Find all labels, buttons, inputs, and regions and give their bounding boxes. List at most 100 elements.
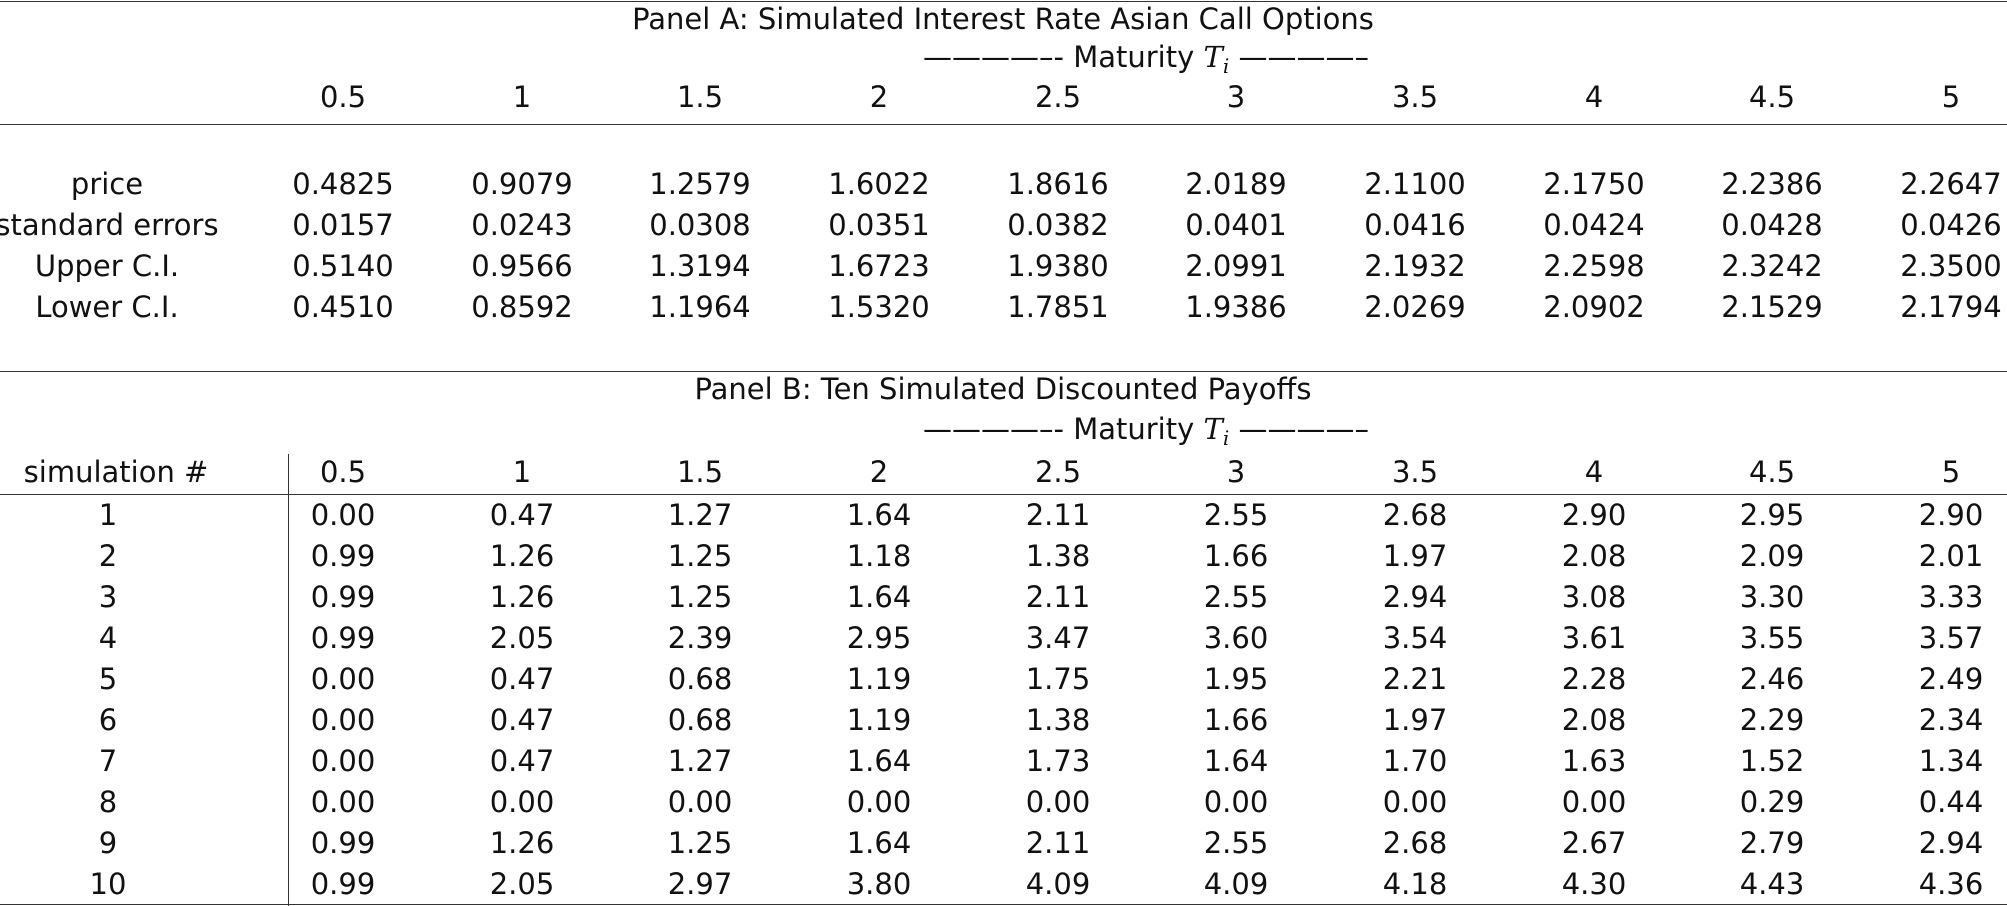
- table-cell: 2.97: [667, 867, 733, 901]
- column-header: 3: [1226, 455, 1246, 489]
- table-cell: 3.30: [1739, 580, 1805, 614]
- table-cell: 2.94: [1918, 826, 1984, 860]
- row-label: 6: [98, 703, 118, 737]
- table-cell: 2.29: [1739, 703, 1805, 737]
- table-cell: 0.68: [667, 703, 733, 737]
- table-cell: 0.47: [489, 498, 555, 532]
- table-cell: 2.68: [1382, 498, 1448, 532]
- table-cell: 2.55: [1203, 580, 1269, 614]
- table-cell: 4.09: [1203, 867, 1269, 901]
- panel-b-row-header: simulation #: [23, 455, 209, 489]
- table-cell: 2.90: [1561, 498, 1627, 532]
- table-cell: 2.34: [1918, 703, 1984, 737]
- table-cell: 1.19: [846, 703, 912, 737]
- panel-b-vertical-rule: [288, 454, 289, 906]
- table-cell: 2.55: [1203, 498, 1269, 532]
- table-cell: 3.54: [1382, 621, 1448, 655]
- maturity-symbol: T: [1203, 40, 1223, 74]
- table-cell: 4.36: [1918, 867, 1984, 901]
- column-header: 2.5: [1034, 455, 1082, 489]
- table-cell: 0.00: [846, 785, 912, 819]
- column-header: 4: [1584, 80, 1604, 114]
- table-cell: 1.6022: [828, 167, 930, 201]
- table-cell: 0.99: [310, 867, 376, 901]
- table-cell: 1.9386: [1185, 290, 1287, 324]
- table-cell: 1.2579: [649, 167, 751, 201]
- column-header: 4.5: [1748, 455, 1796, 489]
- table-cell: 2.95: [846, 621, 912, 655]
- table-cell: 1.19: [846, 662, 912, 696]
- table-cell: 0.0428: [1721, 208, 1823, 242]
- row-label: 5: [98, 662, 118, 696]
- row-label: 3: [98, 580, 118, 614]
- table-cell: 2.2647: [1900, 167, 2002, 201]
- table-cell: 2.90: [1918, 498, 1984, 532]
- maturity-label: ————–- Maturity: [923, 40, 1195, 74]
- panel-a-title: Panel A: Simulated Interest Rate Asian C…: [632, 2, 1374, 36]
- table-cell: 0.00: [667, 785, 733, 819]
- table-cell: 2.0902: [1543, 290, 1645, 324]
- panel-a-header-rule: [0, 124, 2007, 125]
- maturity-label: ————–- Maturity: [923, 412, 1195, 446]
- table-cell: 1.63: [1561, 744, 1627, 778]
- table-cell: 0.0157: [292, 208, 394, 242]
- table-cell: 1.66: [1203, 703, 1269, 737]
- column-header: 2: [869, 80, 889, 114]
- table-cell: 1.64: [846, 744, 912, 778]
- column-header: 3.5: [1391, 80, 1439, 114]
- panel-separator-rule: [0, 371, 2007, 372]
- column-header: 1: [512, 80, 532, 114]
- table-cell: 1.38: [1025, 539, 1091, 573]
- row-label: standard errors: [0, 208, 219, 242]
- table-cell: 2.3500: [1900, 249, 2002, 283]
- table-cell: 1.75: [1025, 662, 1091, 696]
- column-header: 2: [869, 455, 889, 489]
- table-cell: 0.99: [310, 580, 376, 614]
- table-cell: 0.68: [667, 662, 733, 696]
- table-cell: 2.1750: [1543, 167, 1645, 201]
- table-cell: 3.57: [1918, 621, 1984, 655]
- panel-a-maturity-header: ————–- Maturity Ti ————–: [923, 40, 1369, 77]
- table-cell: 0.00: [1561, 785, 1627, 819]
- table-cell: 1.64: [846, 580, 912, 614]
- table-cell: 3.80: [846, 867, 912, 901]
- table-cell: 1.18: [846, 539, 912, 573]
- table-cell: 1.38: [1025, 703, 1091, 737]
- table-cell: 2.0269: [1364, 290, 1466, 324]
- table-cell: 0.00: [1025, 785, 1091, 819]
- table-cell: 2.2386: [1721, 167, 1823, 201]
- table-cell: 2.28: [1561, 662, 1627, 696]
- table-cell: 0.00: [1203, 785, 1269, 819]
- top-rule: [0, 1, 2007, 2]
- table-cell: 2.0189: [1185, 167, 1287, 201]
- table-cell: 0.9079: [471, 167, 573, 201]
- column-header: 1.5: [676, 80, 724, 114]
- table-cell: 1.1964: [649, 290, 751, 324]
- row-label: 10: [89, 867, 127, 901]
- table-cell: 2.49: [1918, 662, 1984, 696]
- table-cell: 2.1932: [1364, 249, 1466, 283]
- table-cell: 2.68: [1382, 826, 1448, 860]
- column-header: 0.5: [319, 80, 367, 114]
- table-cell: 0.00: [310, 744, 376, 778]
- table-cell: 1.70: [1382, 744, 1448, 778]
- panel-b-header-rule: [0, 494, 2007, 495]
- table-cell: 1.64: [846, 826, 912, 860]
- table-cell: 3.08: [1561, 580, 1627, 614]
- maturity-symbol: T: [1203, 412, 1223, 446]
- table-cell: 0.5140: [292, 249, 394, 283]
- maturity-trail: ————–: [1238, 412, 1369, 446]
- table-cell: 2.21: [1382, 662, 1448, 696]
- maturity-subscript: i: [1222, 426, 1230, 450]
- table-cell: 0.0351: [828, 208, 930, 242]
- table-cell: 1.5320: [828, 290, 930, 324]
- table-cell: 2.09: [1739, 539, 1805, 573]
- table-cell: 1.26: [489, 580, 555, 614]
- table-cell: 2.79: [1739, 826, 1805, 860]
- maturity-subscript: i: [1222, 54, 1230, 78]
- table-cell: 1.25: [667, 826, 733, 860]
- column-header: 4.5: [1748, 80, 1796, 114]
- table-cell: 2.11: [1025, 498, 1091, 532]
- table-cell: 2.55: [1203, 826, 1269, 860]
- table-cell: 1.26: [489, 826, 555, 860]
